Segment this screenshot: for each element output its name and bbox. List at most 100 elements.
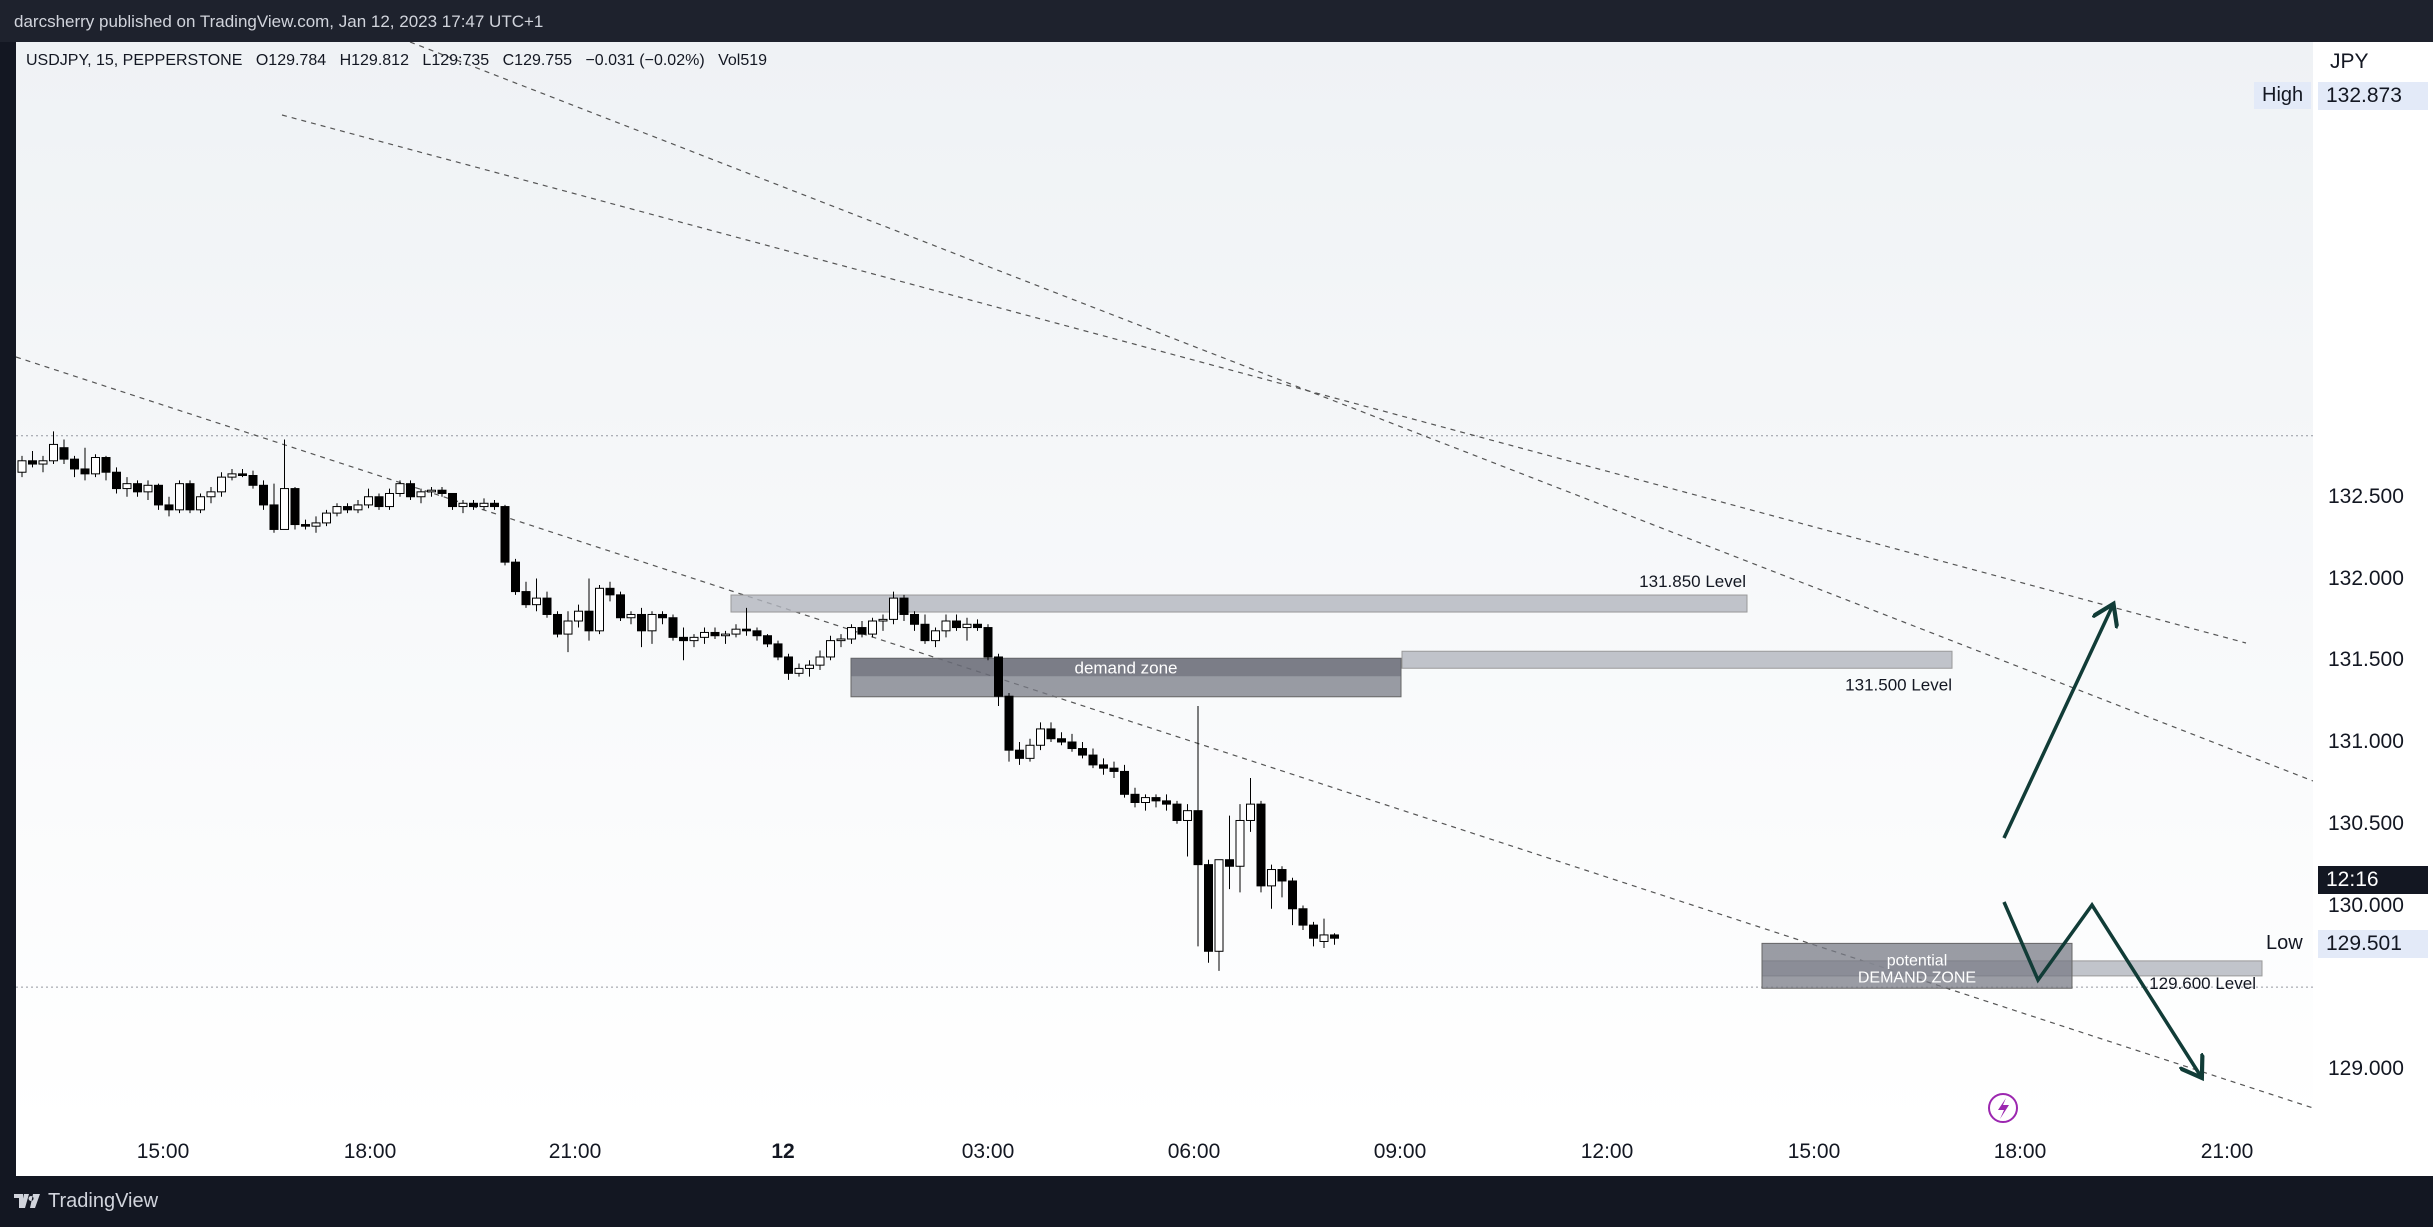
candle <box>437 486 447 497</box>
candle <box>847 624 856 644</box>
candle-body <box>385 492 394 508</box>
x-tick-label: 09:00 <box>1373 1140 1427 1163</box>
candle <box>259 480 268 510</box>
candle <box>1025 738 1035 762</box>
candle <box>206 486 216 504</box>
candle <box>416 488 426 504</box>
x-tick-label: 18:00 <box>1993 1140 2047 1163</box>
candle-body <box>1057 738 1066 743</box>
candle <box>784 653 793 680</box>
publish-header: darcsherry published on TradingView.com,… <box>0 0 2433 42</box>
candle-body <box>710 631 720 637</box>
candle-body <box>259 484 268 506</box>
candle <box>773 640 783 661</box>
candle-body <box>962 623 972 629</box>
countdown-badge: 12:16 <box>2318 866 2428 894</box>
chart-svg[interactable]: 131.850 Level 131.500 Level 129.600 Level d… <box>16 42 2313 1128</box>
candle <box>595 585 604 635</box>
candle-body <box>1088 754 1098 766</box>
currency-label: JPY <box>2330 50 2369 73</box>
candle <box>962 617 972 641</box>
candle-body <box>227 473 237 478</box>
candle <box>1151 794 1161 808</box>
demand-zone-band <box>851 658 1401 677</box>
candle <box>731 624 741 638</box>
candle <box>1099 758 1108 775</box>
candle-body <box>542 597 552 615</box>
candle-body <box>1298 908 1308 926</box>
candle-body <box>70 458 79 470</box>
candle-body <box>700 631 709 638</box>
candle <box>584 578 594 641</box>
candle <box>836 634 846 648</box>
candle-body <box>1214 859 1224 952</box>
candle-body <box>1015 749 1024 759</box>
candle-body <box>584 610 594 632</box>
candle <box>626 611 636 625</box>
candle-body <box>742 628 751 632</box>
lightning-icon <box>1988 1093 2018 1123</box>
candle-body <box>889 597 898 620</box>
candle-body <box>1193 810 1203 866</box>
footer-brand: TradingView <box>48 1190 159 1212</box>
candle-body <box>689 636 699 642</box>
candle <box>1319 918 1329 949</box>
lightning-bolt-glyph <box>1998 1098 2009 1119</box>
candle-body <box>59 447 69 460</box>
candle-body <box>647 613 657 632</box>
candle <box>574 604 583 628</box>
candle-body <box>931 630 940 642</box>
candle <box>1309 921 1318 947</box>
y-tick-label: 131.500 <box>2328 648 2404 672</box>
candle <box>1162 794 1171 811</box>
candle <box>1298 905 1308 931</box>
candle <box>658 611 667 625</box>
x-tick-label: 21:00 <box>548 1140 602 1163</box>
candle <box>689 634 699 648</box>
candle <box>427 486 436 497</box>
candle-body <box>332 506 342 514</box>
candle <box>1214 859 1224 971</box>
candle-body <box>185 483 195 511</box>
chart-plot-area[interactable]: 131.850 Level 131.500 Level 129.600 Level d… <box>16 42 2313 1128</box>
candle-body <box>175 483 184 511</box>
time-axis[interactable] <box>16 1128 2313 1176</box>
candle-body <box>868 620 877 635</box>
candle <box>616 591 625 622</box>
candle-body <box>143 484 153 493</box>
x-tick-label: 12 <box>771 1140 795 1163</box>
candle <box>395 480 405 497</box>
y-tick-label: 131.000 <box>2328 730 2404 753</box>
potential-demand-zone-box <box>1761 942 2073 989</box>
candle-body <box>1256 803 1266 887</box>
candle-body <box>500 506 510 563</box>
candle-body <box>815 656 825 666</box>
x-tick-label: 18:00 <box>343 1140 397 1163</box>
candle-body <box>437 489 447 494</box>
candle <box>311 516 321 533</box>
legend-volume: Vol519 <box>718 52 768 69</box>
legend-symbol: USDJPY, 15, PEPPERSTONE <box>26 52 243 69</box>
candle-body <box>196 496 205 511</box>
low-marker-value: 129.501 <box>2318 930 2428 958</box>
candle-body <box>773 643 783 658</box>
candle-body <box>784 656 793 674</box>
candle-body <box>1319 934 1329 942</box>
candle-body <box>1246 803 1255 821</box>
potential-zone-label-1: potential <box>1887 952 1948 969</box>
candle-body <box>637 613 646 632</box>
candle-body <box>553 613 562 635</box>
candle-body <box>1183 810 1192 821</box>
level-box-131850 <box>730 594 1748 613</box>
legend-low: L129:735 <box>422 52 490 69</box>
candle-body <box>1267 869 1276 887</box>
candle-body <box>521 591 531 606</box>
candle-body <box>983 627 993 658</box>
candle-body <box>668 617 678 638</box>
candle <box>133 480 142 497</box>
candle-body <box>133 483 142 493</box>
candle-body <box>490 502 499 508</box>
candle-body <box>679 636 688 642</box>
candle <box>1267 864 1276 909</box>
candle-body <box>28 460 37 465</box>
